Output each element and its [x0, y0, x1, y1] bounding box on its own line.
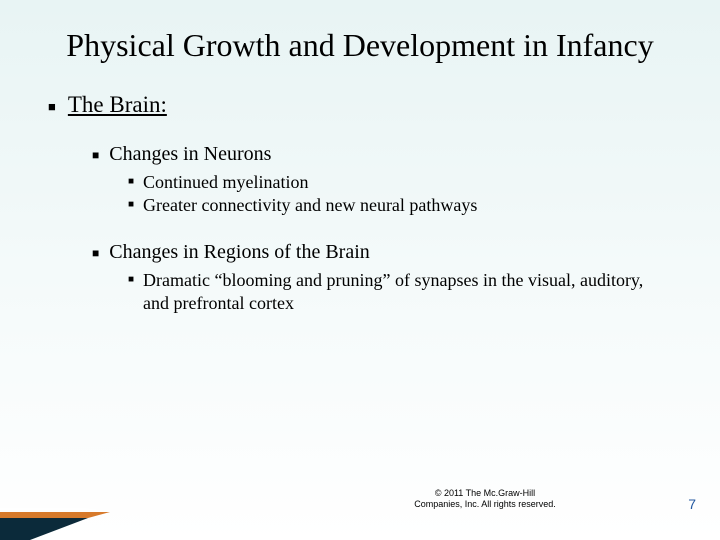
subheading: ■ Changes in Regions of the Brain: [92, 240, 672, 265]
page-number: 7: [688, 496, 696, 512]
bullet-icon: ■: [128, 176, 134, 189]
bullet-icon: ■: [48, 99, 56, 114]
bullet-icon: ■: [92, 148, 99, 163]
slide: Physical Growth and Development in Infan…: [0, 0, 720, 540]
subheading: ■ Changes in Neurons: [92, 142, 672, 167]
list-item: ■ Greater connectivity and new neural pa…: [128, 194, 672, 217]
list-item-text: Continued myelination: [143, 171, 663, 194]
list-item-text: Greater connectivity and new neural path…: [143, 194, 663, 217]
heading-level-1: ■ The Brain:: [48, 92, 672, 118]
bullet-icon: ■: [128, 274, 134, 287]
heading-text: The Brain:: [68, 92, 167, 118]
copyright-line-1: © 2011 The Mc.Graw-Hill: [400, 488, 570, 499]
corner-accent-icon: [0, 478, 120, 540]
subheading-text: Changes in Regions of the Brain: [109, 240, 370, 265]
section-changes-regions: ■ Changes in Regions of the Brain ■ Dram…: [48, 240, 672, 314]
section-changes-neurons: ■ Changes in Neurons ■ Continued myelina…: [48, 142, 672, 216]
list-item: ■ Continued myelination: [128, 171, 672, 194]
slide-title: Physical Growth and Development in Infan…: [48, 26, 672, 64]
bullet-icon: ■: [92, 246, 99, 261]
bullet-icon: ■: [128, 199, 134, 212]
copyright-footer: © 2011 The Mc.Graw-Hill Companies, Inc. …: [400, 488, 570, 511]
list-item: ■ Dramatic “blooming and pruning” of syn…: [128, 269, 672, 314]
copyright-line-2: Companies, Inc. All rights reserved.: [400, 499, 570, 510]
list-item-text: Dramatic “blooming and pruning” of synap…: [143, 269, 663, 314]
subheading-text: Changes in Neurons: [109, 142, 271, 167]
